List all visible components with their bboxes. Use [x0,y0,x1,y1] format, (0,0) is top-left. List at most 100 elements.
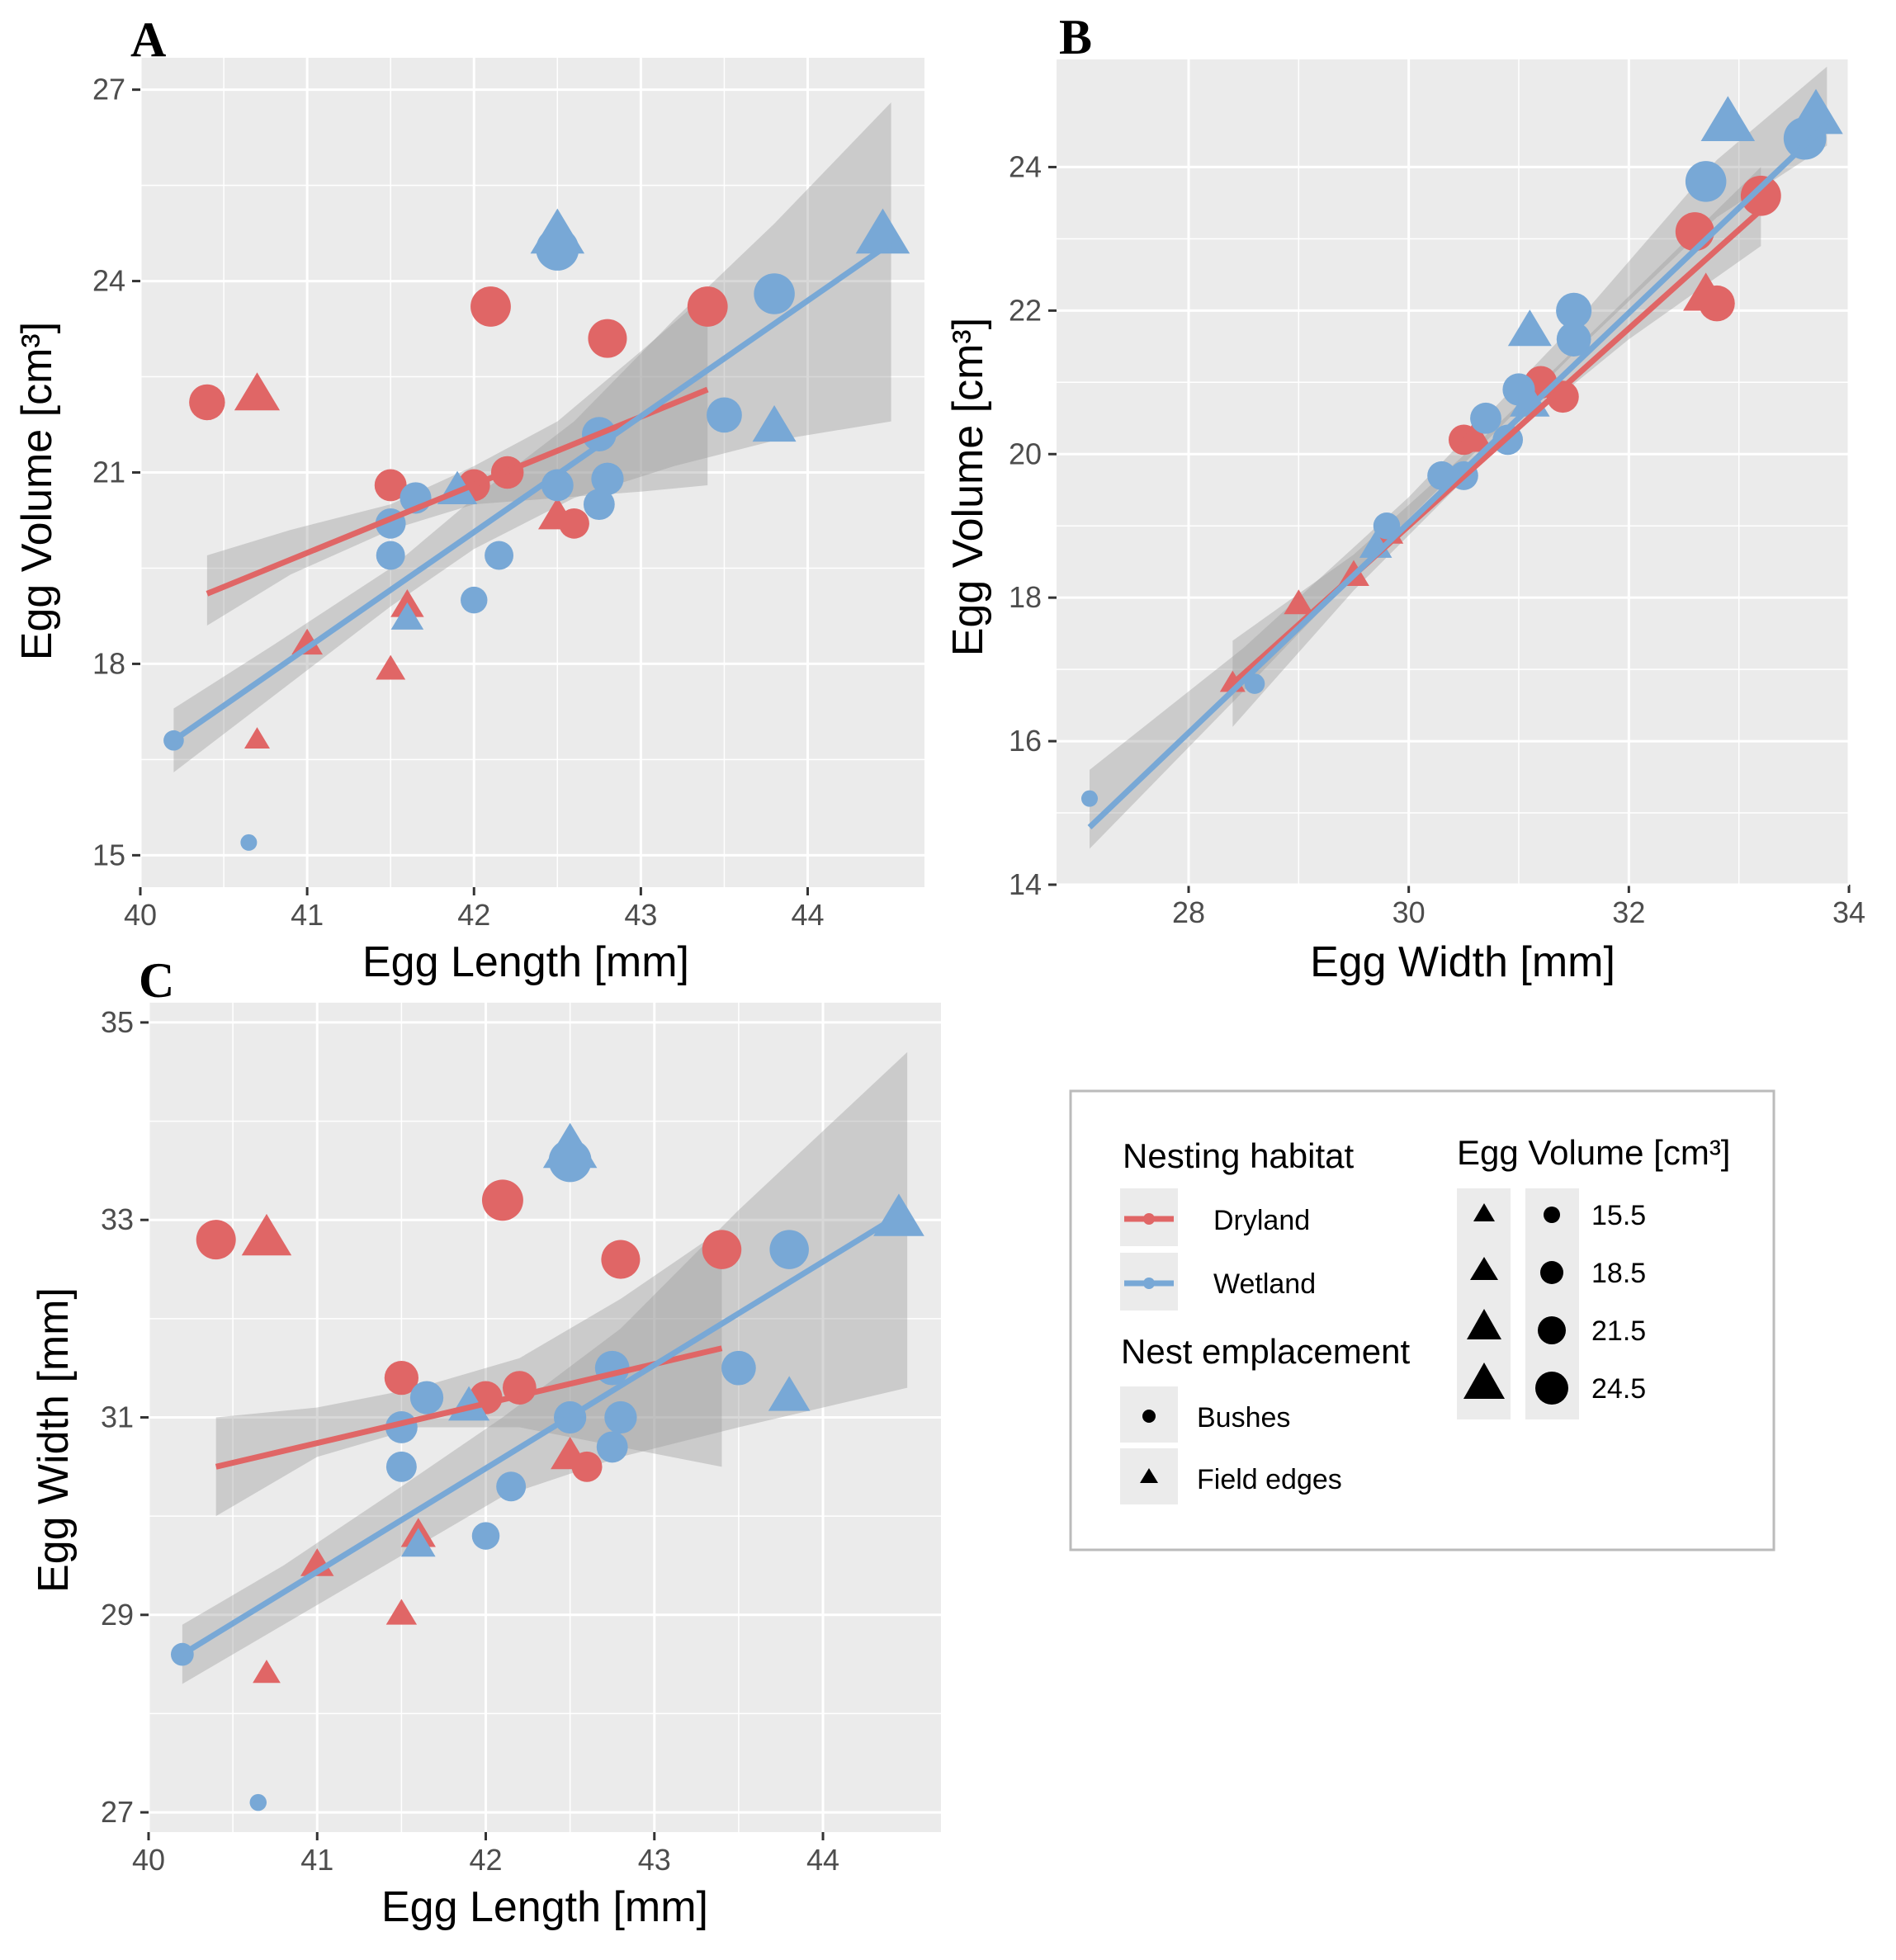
legend-size-triangle-icon-1 [1473,1203,1495,1221]
panel-c-fit-lines [181,1207,909,1657]
legend-emplacement-title: Nest emplacement [1121,1332,1410,1371]
panel-c-x-tick-label: 44 [806,1843,839,1877]
panel-c-x-tick-label: 41 [300,1843,333,1877]
panel-a-ribbon-wetland [173,102,891,772]
panel-a-plot-area: 40 41 42 43 44 15 18 21 24 27 [92,58,924,932]
panel-a-fit-line-wetland [172,240,893,744]
panel-c-fit-line-dryland [215,1345,723,1470]
panel-b-y-tick-label: 16 [1009,724,1042,758]
panel-a-x-axis-title: Egg Length [mm] [362,938,689,986]
panel-a-x-tick-label: 44 [791,898,824,932]
panel-a: A Egg Volume [cm³] Egg Length [mm] 40 41 4… [13,12,924,986]
panel-c-point-dryland-bushes [384,1361,418,1396]
panel-a-point-wetland-field-edges [530,208,585,254]
panel-c-y-tick-label: 29 [101,1598,134,1632]
panel-c-ribbon-dryland [215,1230,722,1517]
panel-a-point-dryland-bushes [189,384,225,421]
panel-c-point-wetland-bushes [596,1431,628,1463]
panel-b: B Egg Volume [cm³] Egg Width [mm] 28 30 32… [944,10,1865,986]
panel-c-x-tick-label: 40 [132,1843,165,1877]
panel-b-point-dryland-bushes [1546,380,1579,413]
panel-c-point-wetland-field-edges [768,1376,811,1411]
panel-a-point-wetland-bushes [240,834,258,851]
panel-c-point-wetland-bushes [409,1381,444,1415]
panel-a-y-tick-label: 27 [92,73,125,106]
panel-b-point-dryland-bushes [1740,175,1781,216]
panel-c-y-tick-label: 35 [101,1005,134,1039]
panel-c-x-tick-label: 43 [638,1843,671,1877]
panel-a-y-tick-label: 15 [92,838,125,871]
panel-b-point-dryland-field-edges [1455,419,1494,452]
panel-c-x-axis-title: Egg Length [mm] [381,1883,708,1931]
panel-a-point-dryland-field-edges [376,654,406,680]
panel-c-plot-area: 40 41 42 43 44 27 29 31 33 35 [101,1003,941,1877]
legend-frame [1069,1089,1775,1551]
legend-size-label-2: 18.5 [1591,1258,1646,1289]
legend-label-dryland: Dryland [1213,1205,1310,1236]
panel-c-point-dryland-field-edges [253,1660,281,1684]
panel-c-point-wetland-bushes [471,1522,500,1550]
panel-b-y-axis-title: Egg Volume [cm³] [944,318,992,656]
panel-c-points [170,1122,924,1811]
panel-a-point-dryland-bushes [559,508,589,539]
panel-c-ribbon-wetland [182,1051,908,1684]
legend-size-triangle-icon-3 [1467,1309,1501,1339]
panel-c-point-wetland-bushes [594,1350,630,1386]
legend-size-label-4: 24.5 [1591,1373,1646,1405]
panel-a-point-wetland-bushes [485,541,514,570]
panel-a-point-dryland-bushes [374,469,407,502]
panel-b-point-wetland-field-edges [1700,96,1756,142]
panel-c-point-dryland-field-edges [385,1599,418,1625]
panel-b-point-wetland-bushes [1244,673,1265,694]
panel-b-fit-lines [1087,121,1829,829]
panel-a-y-axis-title: Egg Volume [cm³] [13,322,61,660]
panel-c-point-wetland-bushes [249,1793,267,1811]
legend-size-circle-icon-4 [1535,1372,1568,1405]
panel-b-x-tick-label: 30 [1392,895,1426,929]
panel-b-x-tick-label: 32 [1612,895,1645,929]
legend-key-dot-dryland [1143,1213,1155,1225]
legend-size-triangle-icon-4 [1463,1363,1505,1399]
panel-b-point-wetland-bushes [1556,322,1591,357]
panel-c-point-wetland-field-edges [401,1528,436,1557]
panel-b-x-tick-label: 28 [1172,895,1205,929]
legend-size-label-3: 21.5 [1591,1315,1646,1347]
panel-b-x-tick-label: 34 [1832,895,1865,929]
panel-a-y-tick-label: 24 [92,264,125,298]
panel-c-point-wetland-field-edges [542,1122,598,1169]
panel-a-fit-lines [172,240,893,744]
panel-a-point-dryland-field-edges [291,628,323,655]
panel-a-x-tick-label: 42 [457,898,490,932]
panel-b-y-tick-label: 22 [1009,293,1042,327]
panel-c-point-dryland-bushes [481,1179,523,1221]
panel-c-point-wetland-bushes [604,1400,637,1434]
panel-a-fit-line-dryland [206,386,709,597]
panel-a-point-dryland-field-edges [244,727,271,749]
panel-c-point-wetland-bushes [385,1451,417,1482]
legend-key-dot-wetland [1143,1278,1155,1289]
legend-size-title: Egg Volume [cm³] [1457,1133,1730,1172]
panel-a-y-tick-label: 21 [92,456,125,489]
panel-c: C Egg Width [mm] Egg Length [mm] 40 41 42 4… [30,953,941,1931]
panel-a-point-wetland-bushes [591,462,624,495]
panel-b-point-wetland-bushes [1081,790,1098,807]
panel-c-y-axis-title: Egg Width [mm] [30,1287,78,1593]
panel-c-point-wetland-bushes [769,1230,809,1269]
panel-c-y-tick-label: 31 [101,1400,134,1434]
legend-habitat-title: Nesting habitat [1123,1136,1355,1175]
panel-a-point-wetland-bushes [583,489,615,521]
panel-b-point-wetland-bushes [1685,161,1727,202]
panel-a-point-wetland-field-edges [390,602,424,630]
legend-size-circle-icon-1 [1544,1207,1560,1223]
panel-b-point-dryland-bushes [1675,212,1714,252]
panel-a-point-wetland-field-edges [752,405,797,442]
panel-b-point-dryland-field-edges [1284,589,1314,615]
panel-b-y-tick-label: 20 [1009,437,1042,470]
panel-b-fit-line-wetland [1087,121,1829,829]
panel-c-point-dryland-bushes [196,1220,236,1260]
panel-c-axes: 40 41 42 43 44 27 29 31 33 35 [101,1003,941,1877]
panel-c-point-dryland-field-edges [241,1213,292,1256]
panel-b-y-tick-label: 14 [1009,867,1042,901]
legend-circle-icon [1142,1410,1156,1423]
